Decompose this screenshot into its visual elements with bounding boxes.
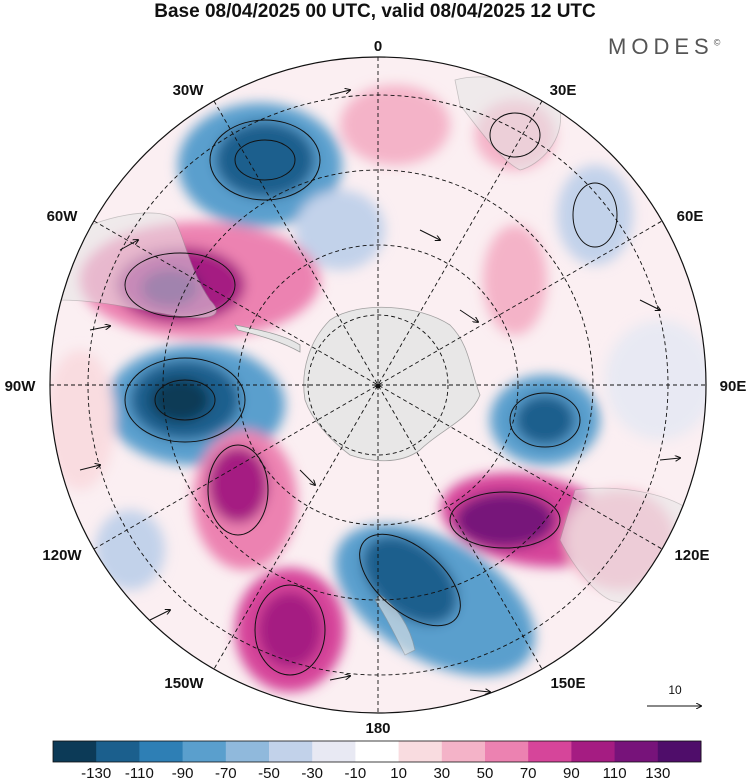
colorbar-swatch [571, 741, 616, 762]
colorbar-tick-label: 130 [645, 765, 671, 782]
brand-logo: MODES© [608, 34, 720, 60]
registered-mark: © [713, 37, 721, 48]
lon-label-60w: 60W [47, 208, 79, 225]
colorbar-swatch [441, 741, 486, 762]
colorbar-tick-label: -70 [214, 765, 237, 782]
lon-label-90w: 90W [5, 378, 37, 395]
colorbar-swatch [398, 741, 443, 762]
colorbar-tick-label: 30 [433, 765, 451, 782]
map-title: Base 08/04/2025 00 UTC, valid 08/04/2025… [154, 1, 596, 22]
colorbar-tick-label: -110 [124, 765, 154, 782]
lon-label-30e: 30E [550, 82, 577, 99]
colorbar-tick-label: 110 [602, 765, 627, 782]
lon-label-60e: 60E [677, 208, 704, 225]
graticule [50, 57, 706, 713]
colorbar-swatch [225, 741, 270, 762]
colorbar-swatch [96, 741, 140, 762]
colorbar-swatch [355, 741, 400, 762]
colorbar-tick-label: 10 [390, 765, 407, 782]
brand-name: MODES [608, 34, 714, 59]
lon-label-180: 180 [365, 720, 390, 737]
colorbar-frame [52, 740, 702, 763]
colorbar-swatch [53, 741, 97, 762]
colorbar-tick-label: -50 [258, 765, 280, 782]
colorbar-tick-label: -30 [301, 765, 324, 782]
lon-label-30w: 30W [173, 82, 205, 99]
new-zealand-land [374, 594, 416, 656]
south-pole-marker [375, 383, 381, 389]
colorbar-tick-label: -10 [344, 765, 367, 782]
colorbar-tick-label: 50 [476, 765, 494, 782]
map-disc [50, 57, 706, 713]
lon-label-0: 0 [374, 38, 382, 55]
colorbar-swatch [269, 741, 313, 762]
colorbar-tick-label: 90 [563, 765, 580, 782]
vector-reference-label: 10 [668, 683, 682, 697]
lon-label-120e: 120E [674, 547, 709, 564]
colorbar-swatch [614, 741, 659, 762]
colorbar-swatch [312, 741, 356, 762]
colorbar-swatch [485, 741, 529, 762]
colorbar-tick-label: -130 [81, 765, 112, 782]
colorbar-swatch [528, 741, 572, 762]
colorbar-tick-label: -90 [171, 765, 194, 782]
antarctica-land [303, 306, 481, 462]
colorbar-swatch [139, 741, 184, 762]
lon-label-90e: 90E [720, 378, 747, 395]
map-boundary [49, 56, 707, 714]
lon-label-150e: 150E [550, 675, 585, 692]
wind-vectors [79, 90, 680, 692]
colorbar-tick-label: 70 [519, 765, 537, 782]
colorbar-swatch [182, 741, 227, 762]
colorbar [52, 740, 702, 763]
colorbar-swatch [657, 741, 702, 762]
lon-label-150w: 150W [164, 675, 204, 692]
antarctic-peninsula [234, 324, 301, 353]
lon-label-120w: 120W [42, 547, 82, 564]
